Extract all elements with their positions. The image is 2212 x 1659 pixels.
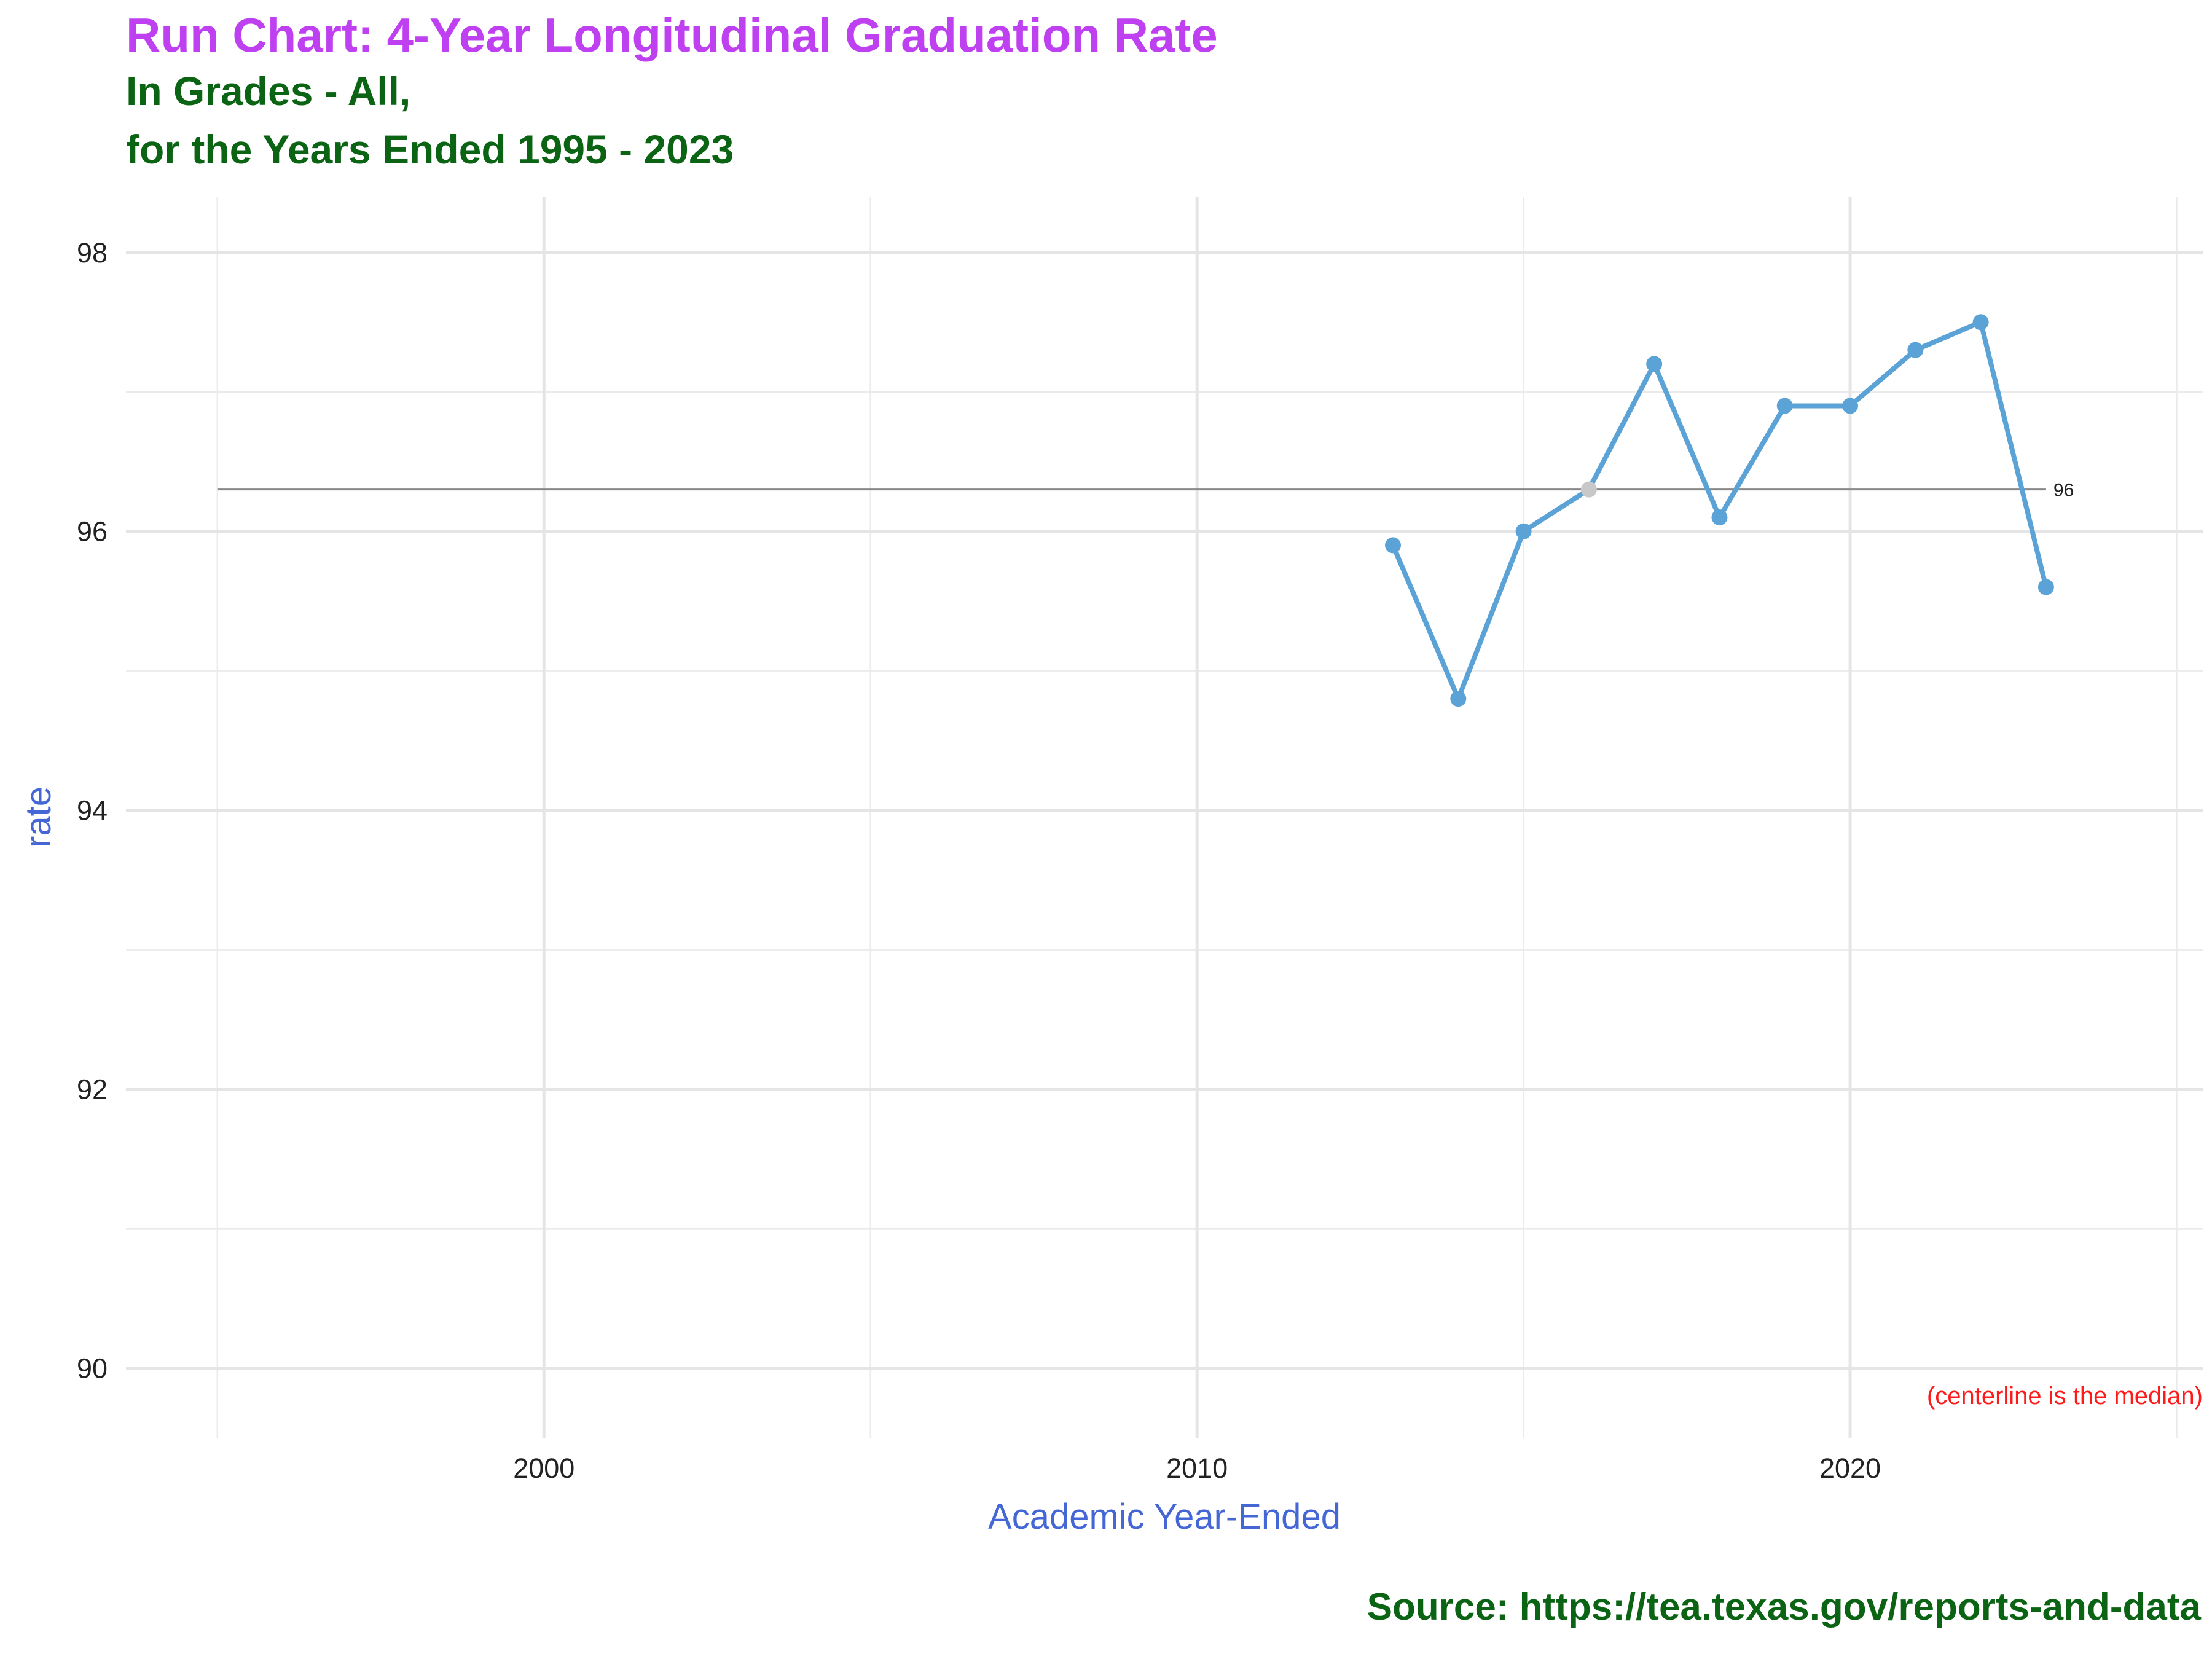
y-tick-label: 96 (77, 516, 108, 547)
series-rate (1385, 314, 2054, 707)
x-tick-label: 2020 (1819, 1453, 1881, 1484)
data-point (1646, 356, 1663, 372)
median-note: (centerline is the median) (1927, 1382, 2203, 1410)
data-point (1450, 691, 1467, 707)
data-point (1907, 342, 1924, 358)
data-point (1580, 481, 1597, 498)
data-point (1385, 537, 1402, 554)
y-tick-label: 94 (77, 795, 108, 826)
data-point (1776, 398, 1793, 414)
data-point (1515, 523, 1532, 539)
chart-subtitle-line2: for the Years Ended 1995 - 2023 (126, 127, 734, 172)
source-caption: Source: https://tea.texas.gov/reports-an… (1367, 1586, 2201, 1628)
y-tick-label: 90 (77, 1353, 108, 1384)
data-point (1842, 398, 1859, 414)
centerline-group: 96 (217, 480, 2074, 501)
y-axis-ticks: 90 92 94 96 98 (77, 237, 108, 1384)
x-tick-label: 2010 (1166, 1453, 1228, 1484)
data-point (1972, 314, 1989, 331)
data-point (1711, 509, 1728, 526)
x-axis-ticks: 2000 2010 2020 (513, 1453, 1881, 1484)
y-axis-title: rate (18, 786, 58, 848)
data-point (2037, 579, 2054, 595)
x-tick-label: 2000 (513, 1453, 575, 1484)
chart-title: Run Chart: 4-Year Longitudinal Graduatio… (126, 8, 1218, 62)
y-tick-label: 98 (77, 237, 108, 269)
x-axis-title: Academic Year-Ended (988, 1497, 1341, 1537)
y-tick-label: 92 (77, 1074, 108, 1105)
major-gridlines (126, 197, 2203, 1438)
chart-subtitle-line1: In Grades - All, (126, 68, 411, 114)
centerline-label: 96 (2053, 480, 2074, 501)
minor-gridlines (126, 197, 2203, 1438)
